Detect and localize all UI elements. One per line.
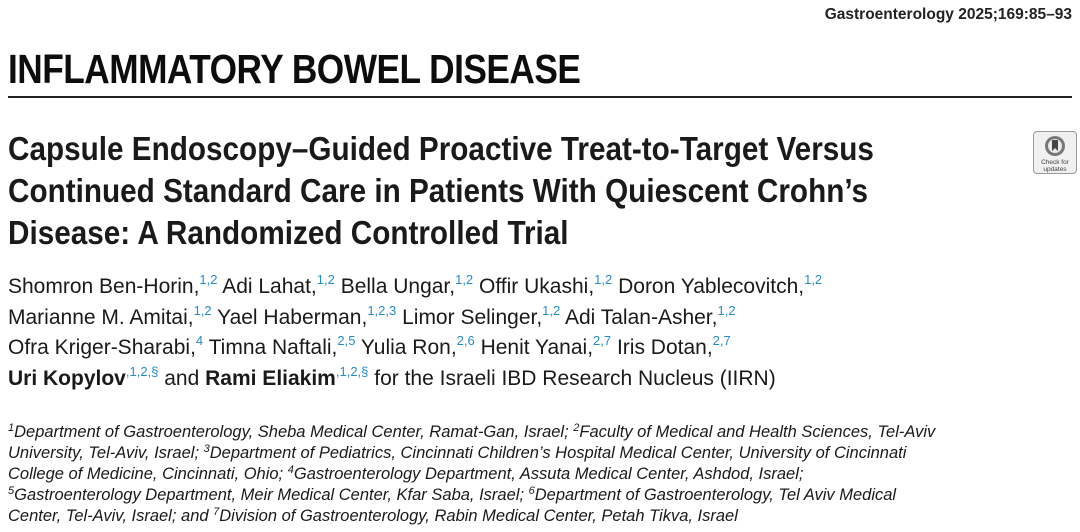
author: Adi Lahat,1,2 — [222, 272, 335, 298]
author-list: Shomron Ben-Horin,1,2 Adi Lahat,1,2 Bell… — [8, 272, 1078, 394]
title-line: Capsule Endoscopy–Guided Proactive Treat… — [8, 130, 874, 167]
corresponding-author: Rami Eliakim — [205, 366, 336, 390]
article-title: Capsule Endoscopy–Guided Proactive Treat… — [8, 128, 953, 254]
author-line: Ofra Kriger-Sharabi,4 Timna Naftali,2,5 … — [8, 333, 1078, 364]
author: Henit Yanai,2,7 — [480, 333, 612, 359]
badge-label: Check for — [1041, 159, 1069, 166]
section-divider — [8, 96, 1072, 98]
author-line: Shomron Ben-Horin,1,2 Adi Lahat,1,2 Bell… — [8, 272, 1078, 303]
author: Ofra Kriger-Sharabi,4 — [8, 333, 204, 359]
affiliation-ref[interactable]: 1,2 — [193, 302, 212, 318]
section-heading: INFLAMMATORY BOWEL DISEASE — [8, 46, 581, 92]
research-group: for the Israeli IBD Research Nucleus (II… — [374, 366, 776, 390]
affiliation-line: University, Tel-Aviv, Israel; 3Departmen… — [8, 443, 907, 463]
journal-reference: Gastroenterology 2025;169:85–93 — [824, 6, 1072, 23]
author-line: Marianne M. Amitai,1,2 Yael Haberman,1,2… — [8, 303, 1078, 334]
check-for-updates-badge[interactable]: Check for updates — [1033, 131, 1077, 174]
author: Bella Ungar,1,2 — [340, 272, 474, 298]
affiliation-ref[interactable]: ,1,2,§ — [125, 363, 159, 379]
badge-label: updates — [1043, 166, 1067, 173]
author: Limor Selinger,1,2 — [402, 302, 561, 329]
affiliation-ref[interactable]: 2,5 — [337, 333, 356, 348]
affiliation-ref[interactable]: 1,2 — [804, 272, 823, 287]
affiliation-ref[interactable]: 2,7 — [593, 333, 612, 348]
affiliation-ref[interactable]: 2,7 — [712, 333, 731, 348]
affiliation-ref[interactable]: 1,2 — [316, 272, 335, 287]
author: Offir Ukashi,1,2 — [479, 272, 613, 298]
conjunction: and — [164, 366, 200, 390]
affiliations: 1Department of Gastroenterology, Sheba M… — [8, 422, 1078, 527]
affiliation-ref[interactable]: ,1,2,§ — [335, 363, 369, 379]
author: Marianne M. Amitai,1,2 — [8, 302, 212, 329]
author: Yulia Ron,2,6 — [360, 333, 475, 359]
title-line: Continued Standard Care in Patients With… — [8, 172, 869, 209]
affiliation-ref[interactable]: 2,6 — [456, 333, 475, 348]
bookmark-icon — [1045, 136, 1065, 156]
author: Iris Dotan,2,7 — [616, 333, 731, 359]
affiliation-ref[interactable]: 1,2 — [542, 302, 561, 318]
author: Timna Naftali,2,5 — [208, 333, 356, 359]
affiliation-ref[interactable]: 1,2,3 — [367, 302, 397, 318]
author: Yael Haberman,1,2,3 — [217, 302, 397, 329]
affiliation-line: 5Gastroenterology Department, Meir Medic… — [8, 485, 897, 505]
author: Shomron Ben-Horin,1,2 — [8, 272, 218, 298]
affiliation-line: Center, Tel-Aviv, Israel; and 7Division … — [8, 506, 738, 526]
corresponding-author: Uri Kopylov — [8, 366, 126, 390]
author: Adi Talan-Asher,1,2 — [564, 302, 736, 329]
affiliation-ref[interactable]: 1,2 — [717, 302, 736, 318]
title-line: Disease: A Randomized Controlled Trial — [8, 214, 569, 251]
author-line: Uri Kopylov,1,2,§ and Rami Eliakim,1,2,§… — [8, 364, 1078, 395]
affiliation-ref[interactable]: 1,2 — [199, 272, 218, 287]
affiliation-ref[interactable]: 4 — [195, 333, 204, 348]
affiliation-line: 1Department of Gastroenterology, Sheba M… — [8, 422, 936, 442]
author: Doron Yablecovitch,1,2 — [618, 272, 823, 298]
affiliation-ref[interactable]: 1,2 — [594, 272, 613, 287]
affiliation-line: College of Medicine, Cincinnati, Ohio; 4… — [8, 464, 804, 484]
affiliation-ref[interactable]: 1,2 — [455, 272, 474, 287]
